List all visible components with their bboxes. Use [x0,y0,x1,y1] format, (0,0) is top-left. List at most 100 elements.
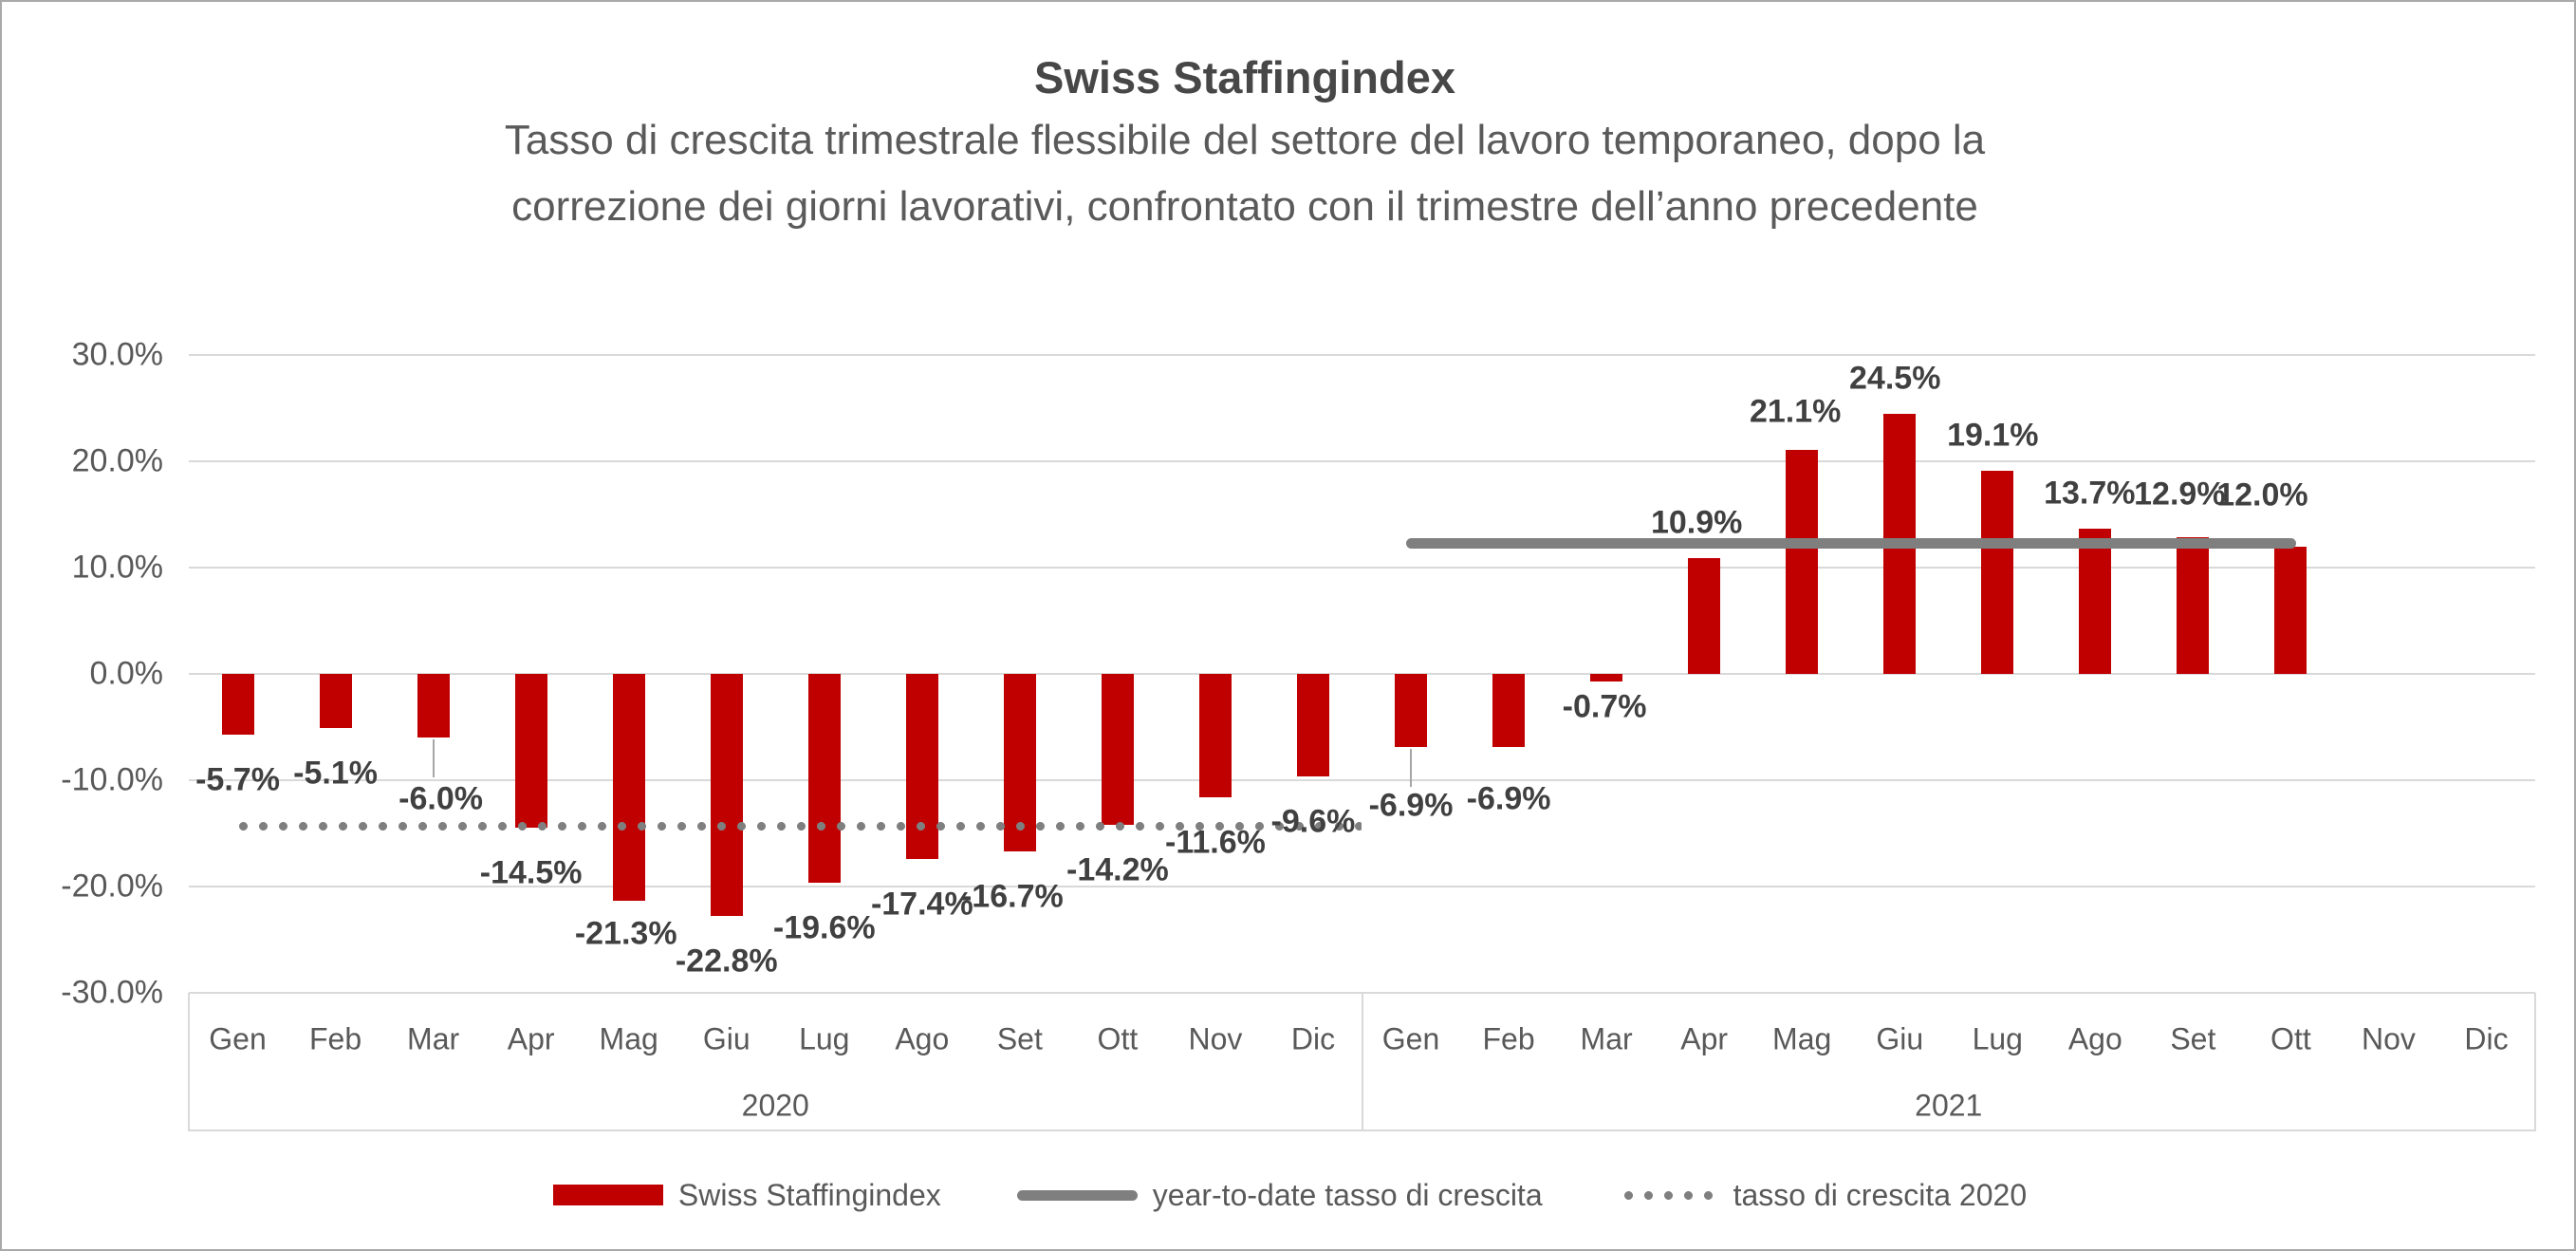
bar-data-label: -17.4% [870,886,973,923]
bar-data-label: -6.0% [398,780,484,817]
month-tick-label: Gen [1381,1021,1440,1056]
bar [1590,674,1623,682]
y-axis-tick-label: 30.0% [71,336,163,373]
x-axis-band-left-border [188,993,190,1131]
bar-data-label: 21.1% [1749,393,1842,430]
bar [1296,674,1329,776]
y-axis-tick-label: -30.0% [61,974,163,1011]
gridline [189,673,2535,675]
month-tick-label: Lug [1972,1021,2023,1056]
month-tick-label: Ott [1097,1021,1139,1056]
gridline [189,460,2535,462]
legend-item-ytd-line: year-to-date tasso di crescita [1016,1177,1543,1213]
legend-item-swiss-staffingindex: Swiss Staffingindex [552,1177,941,1213]
bar-data-label: 13.7% [2044,475,2136,512]
bar-data-label: -9.6% [1270,803,1356,840]
bar-data-label: -5.1% [293,755,378,792]
legend-item-2020-average: tasso di crescita 2020 [1618,1177,2028,1213]
month-tick-label: Nov [2361,1021,2416,1056]
bar [807,674,841,883]
bar-data-label: -6.9% [1466,780,1551,817]
bar-data-label: -0.7% [1562,688,1647,725]
legend: Swiss Staffingindex year-to-date tasso d… [2,1162,2574,1228]
month-tick-label: Gen [209,1021,267,1056]
month-tick-label: Set [996,1021,1043,1056]
bar-data-label: 24.5% [1849,360,1941,397]
month-tick-label: Lug [799,1021,850,1056]
bar-data-label: -14.2% [1066,851,1169,888]
avg-2020-dotted-line [233,821,1362,831]
year-label: 2020 [741,1088,809,1123]
y-axis-tick-label: -10.0% [61,761,163,798]
chart-subtitle: Tasso di crescita trimestrale flessibile… [2,107,2488,240]
month-tick-label: Apr [507,1021,555,1056]
bar [2274,546,2307,674]
year-divider [1361,993,1363,1131]
legend-label: year-to-date tasso di crescita [1152,1177,1543,1212]
month-tick-label: Nov [1188,1021,1243,1056]
bar-data-label: -6.9% [1368,787,1454,824]
bar-data-label: 19.1% [1947,417,2039,454]
gridline [189,567,2535,569]
bar [1101,674,1134,826]
y-axis-tick-label: 10.0% [71,549,163,586]
bar-data-label: 12.9% [2134,476,2226,513]
bar [1786,449,1819,674]
month-tick-label: Set [2170,1021,2216,1056]
month-tick-label: Mar [1580,1021,1633,1056]
bar-data-label: -21.3% [574,915,677,952]
bar [417,674,450,738]
month-tick-label: Mar [407,1021,460,1056]
month-tick-label: Ago [2067,1021,2122,1056]
line-series-swatch [1016,1189,1138,1201]
month-tick-label: Giu [1876,1021,1924,1056]
bar-data-label: -14.5% [479,854,583,891]
bar-data-label: -19.6% [772,909,876,946]
chart-subtitle-line-1: Tasso di crescita trimestrale flessibile… [504,117,1986,163]
month-tick-label: Feb [1482,1021,1535,1056]
month-tick-label: Apr [1680,1021,1729,1056]
bar-series-swatch [552,1185,663,1205]
chart-subtitle-line-2: correzione dei giorni lavorativi, confro… [511,183,1978,230]
bar [319,674,352,729]
y-axis-tick-label: -20.0% [61,868,163,905]
bar [905,674,938,859]
bar [514,674,547,829]
dotted-series-swatch [1618,1190,1718,1200]
bar [710,674,743,917]
year-label: 2021 [1915,1088,1983,1123]
month-tick-label: Giu [702,1021,751,1056]
bar-data-label: -5.7% [195,761,280,798]
bar [2079,528,2112,674]
bar-data-label: -16.7% [960,878,1064,915]
legend-label: Swiss Staffingindex [677,1177,941,1212]
bar [1395,674,1428,748]
bar-data-label: 12.0% [2216,476,2308,513]
month-tick-label: Mag [1772,1021,1832,1056]
bar [2177,536,2210,674]
label-leader-line [1410,749,1413,788]
gridline [189,779,2535,781]
y-axis-tick-label: 20.0% [71,442,163,479]
month-tick-label: Mag [599,1021,658,1056]
bar-data-label: -22.8% [675,943,778,980]
bar [221,674,254,735]
gridline [189,354,2535,356]
bar-data-label: 10.9% [1650,504,1743,541]
bar [1492,674,1526,748]
month-tick-label: Ott [2270,1021,2311,1056]
ytd-growth-line [1405,537,2296,549]
month-tick-label: Dic [1290,1021,1336,1056]
chart-title: Swiss Staffingindex [1034,52,1455,103]
label-leader-line [432,739,435,778]
bar [1688,557,1721,674]
bar [1198,674,1232,797]
bar [612,674,645,901]
y-axis-tick-label: 0.0% [89,655,164,692]
bar-data-label: -11.6% [1165,824,1266,861]
legend-label: tasso di crescita 2020 [1733,1177,2028,1212]
month-tick-label: Feb [308,1021,362,1056]
month-tick-label: Dic [2464,1021,2509,1056]
